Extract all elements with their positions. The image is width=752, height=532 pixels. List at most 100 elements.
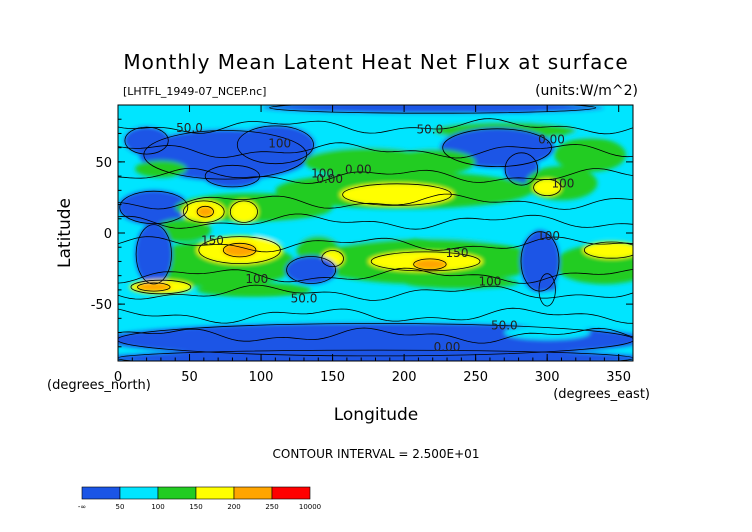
contour-line [118, 307, 633, 324]
contour-line [321, 250, 344, 268]
colorbar-tick-label: 250 [265, 503, 278, 511]
contour-line [286, 256, 337, 284]
contour-line [269, 105, 597, 114]
contour-value-label: 150 [446, 246, 469, 260]
contour-line [118, 193, 633, 210]
field-patch [229, 200, 259, 224]
y-axis-label: Latitude [55, 198, 75, 268]
contour-line [183, 200, 225, 223]
field-patch [123, 126, 170, 155]
contour-line [137, 282, 171, 292]
x-tick-label: 200 [392, 370, 417, 385]
field-patch [554, 137, 626, 172]
contour-value-label: 50.0 [291, 292, 318, 306]
colorbar-swatch [233, 486, 273, 500]
contour-line [118, 118, 633, 135]
contour-value-label: 0.00 [538, 132, 565, 146]
contour-value-label: 50.0 [491, 319, 518, 333]
contour-line [118, 284, 633, 301]
field-patch [518, 289, 633, 313]
x-tick-label: 250 [463, 370, 488, 385]
contour-lines [118, 105, 633, 361]
file-name-label: [LHTFL_1949-07_NCEP.nc] [123, 85, 266, 98]
colorbar-tick-label: 50 [116, 503, 125, 511]
colorbar-tick-label: 100 [151, 503, 164, 511]
colorbar-swatch [119, 486, 159, 500]
contour-value-label: 100 [268, 137, 291, 151]
x-tick-label: 300 [535, 370, 560, 385]
contour-line [118, 236, 633, 253]
field-patch [412, 258, 448, 270]
y-tick-label: 50 [95, 156, 112, 171]
field-patch [418, 224, 533, 242]
contour-value-label: 0.00 [434, 340, 461, 354]
contour-line [583, 241, 633, 259]
contour-line [538, 273, 556, 307]
colorbar-tick-label: -∞ [78, 503, 86, 511]
field-patch [222, 243, 257, 258]
contour-line [119, 190, 189, 224]
contour-line [442, 128, 552, 168]
colorbar-swatch [157, 486, 197, 500]
field-patch [532, 179, 562, 196]
contour-line [143, 130, 308, 180]
colorbar-tick-label: 150 [189, 503, 202, 511]
x-axis-unit-label: (degrees_east) [553, 387, 650, 402]
contour-line [118, 142, 633, 159]
colorbar: -∞ 50 100 150 200 250 10000 [78, 486, 321, 511]
contour-value-label: 0.00 [345, 162, 372, 176]
contour-value-label: 100 [478, 275, 501, 289]
contour-line [118, 267, 633, 284]
contour-value-label: 100 [245, 272, 268, 286]
field-patch [196, 206, 214, 218]
contour-line [118, 213, 633, 230]
contour-value-label: 100 [311, 167, 334, 181]
field-patch [203, 164, 261, 188]
field-patch [118, 322, 633, 357]
contour-line [413, 258, 447, 271]
contour-value-label: 100 [551, 177, 574, 191]
axis-ticks: 0 50 100 150 200 250 300 350 50 0 -50 [91, 105, 633, 385]
contour-line [198, 236, 281, 265]
field-patch [136, 282, 171, 292]
field-patch [404, 277, 519, 289]
field-patch [118, 299, 633, 323]
colorbar-swatch [271, 486, 311, 500]
contour-value-label: 0.00 [316, 172, 343, 186]
contour-value-label: 50.0 [417, 122, 444, 136]
contour-line [196, 205, 214, 218]
contour-line [135, 224, 172, 285]
field-patch [568, 217, 633, 235]
contour-line [229, 200, 258, 223]
colorbar-swatch [81, 486, 121, 500]
contour-value-label: 100 [537, 229, 560, 243]
chart-title: Monthly Mean Latent Heat Net Flux at sur… [123, 50, 628, 74]
colorbar-tick-label: 10000 [299, 503, 321, 511]
colorbar-swatch [195, 486, 235, 500]
colorbar-tick-label: 200 [227, 503, 240, 511]
field-patch [135, 223, 173, 286]
contour-line [520, 231, 560, 292]
contour-line [342, 183, 452, 206]
contour-line [533, 178, 562, 196]
contour-value-label: 150 [201, 233, 224, 247]
field-patch [196, 282, 312, 297]
contour-line [118, 323, 633, 357]
x-axis-label: Longitude [334, 405, 419, 425]
contour-line [130, 279, 192, 295]
y-tick-label: 0 [104, 227, 112, 242]
y-tick-label: -50 [91, 298, 112, 313]
field-patch [235, 124, 316, 165]
field-patch [253, 221, 412, 245]
contour-line [204, 164, 260, 188]
x-tick-label: 350 [606, 370, 631, 385]
contour-line [124, 126, 169, 155]
field-patch [118, 190, 190, 225]
field-patch [339, 183, 455, 207]
contour-interval-text: CONTOUR INTERVAL = 2.500E+01 [273, 447, 480, 461]
x-tick-label: 0 [114, 370, 122, 385]
x-tick-label: 150 [320, 370, 345, 385]
